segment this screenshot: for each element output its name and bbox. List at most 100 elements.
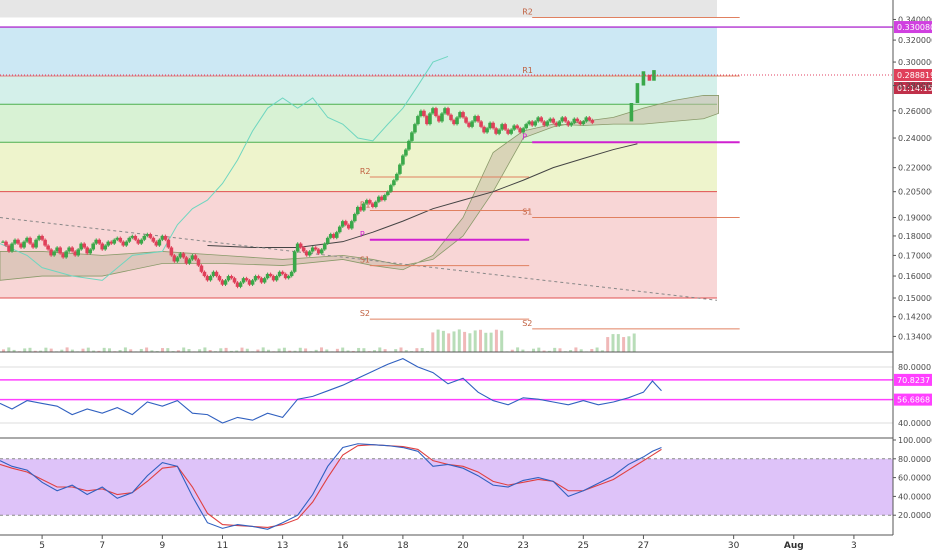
candle (85, 247, 89, 254)
volume-bar (129, 349, 133, 352)
candle (304, 251, 309, 256)
candle (652, 70, 656, 81)
candle (13, 239, 17, 244)
countdown-tag (894, 82, 932, 95)
volume-bar (118, 349, 122, 352)
candle (569, 122, 574, 126)
candle (349, 221, 354, 229)
rsi-level-label: 70.8237 (897, 376, 930, 385)
countdown-label: 01:14:15 (897, 84, 932, 93)
candle (97, 239, 102, 244)
candle (271, 276, 276, 281)
candle (145, 234, 150, 236)
candle (560, 117, 565, 122)
candle (238, 282, 243, 287)
candle (283, 273, 288, 279)
candle (590, 120, 595, 123)
rsi-tick-label: 80.0000 (898, 363, 931, 372)
candle (371, 203, 375, 207)
candle (286, 276, 291, 279)
candle (259, 278, 264, 283)
candle (437, 116, 441, 122)
volume-bar (431, 332, 435, 352)
candle (220, 280, 225, 285)
candle (160, 235, 165, 240)
candle (458, 112, 462, 118)
candle (58, 247, 62, 254)
volume-bar (494, 329, 498, 352)
candle (407, 140, 411, 150)
candle (443, 108, 447, 114)
stochastic-panel[interactable] (0, 443, 893, 530)
volume-bar (198, 349, 202, 352)
pivot-label: R2 (360, 167, 371, 176)
candle (196, 259, 201, 266)
volume-bar (420, 347, 424, 352)
candle (136, 239, 141, 244)
candle (316, 249, 321, 254)
pivot-label: S2 (522, 319, 532, 328)
candle (467, 122, 471, 127)
x-tick-label: 16 (337, 541, 349, 550)
candle (130, 235, 135, 238)
candle (7, 245, 11, 252)
volume-bar (298, 347, 302, 352)
volume-bar (65, 347, 69, 352)
rsi-tick-label: 40.0000 (898, 419, 931, 428)
x-tick-label: 23 (517, 541, 528, 550)
candle (241, 278, 246, 283)
rsi-line (0, 357, 662, 424)
rsi-panel[interactable] (0, 357, 893, 424)
volume-bar (60, 349, 64, 352)
last-price-tag (894, 69, 932, 82)
volume-bar (373, 350, 376, 352)
volume-bar (123, 347, 127, 352)
candle (587, 117, 592, 121)
candle (67, 247, 71, 252)
volume-bar (325, 349, 329, 352)
candle (295, 243, 300, 252)
candle (250, 280, 255, 285)
candle (404, 149, 408, 156)
candle (521, 128, 525, 133)
volume-bar (484, 332, 488, 352)
candle (509, 129, 513, 134)
volume-bar (256, 349, 260, 352)
volume-bar (161, 348, 164, 352)
candle (232, 278, 237, 283)
x-tick-label: 30 (728, 541, 740, 550)
candle (94, 239, 99, 244)
candle (133, 235, 138, 240)
stoch-tick-label: 80.0000 (898, 455, 931, 464)
volume-bar (203, 347, 207, 352)
candle (647, 74, 652, 81)
candle (49, 249, 53, 256)
x-tick-label: Aug (784, 541, 804, 550)
candle (193, 255, 198, 260)
price-panel[interactable]: R2R1PS1S2R2R1PS1S2 (0, 7, 893, 330)
candle (503, 124, 507, 130)
volume-bar (33, 350, 37, 352)
volume-bar (489, 332, 493, 352)
candle (325, 237, 330, 244)
candle (479, 121, 483, 127)
candle (253, 276, 258, 281)
candle (515, 125, 519, 129)
candle (334, 232, 339, 238)
candle (491, 122, 495, 129)
candle (563, 117, 568, 122)
candle (386, 191, 390, 196)
candle (416, 116, 420, 125)
candle (10, 243, 14, 252)
candle (157, 239, 162, 246)
pivot-label: P (522, 132, 527, 141)
volume-bar (108, 348, 111, 352)
candle (455, 117, 459, 125)
volume-bar (404, 350, 408, 352)
